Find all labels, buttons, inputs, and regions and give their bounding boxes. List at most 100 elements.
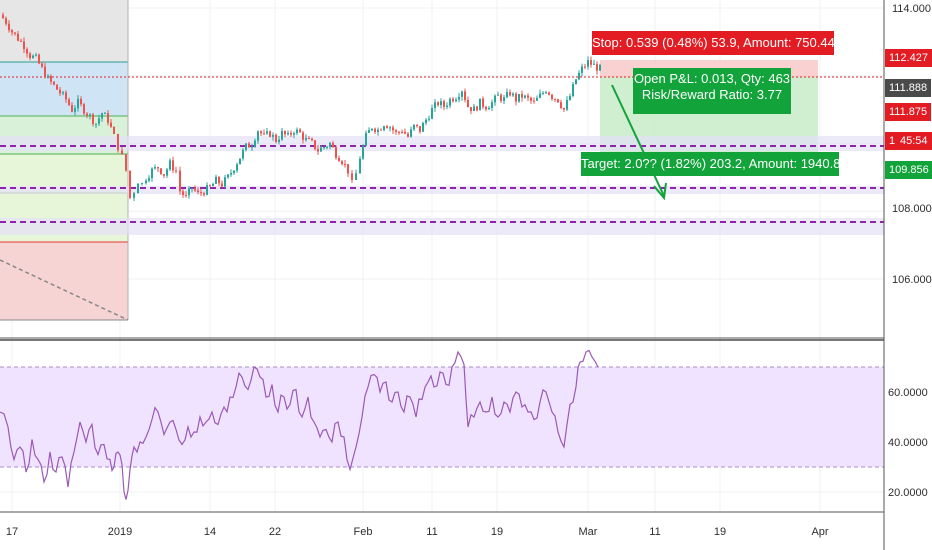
candle-body <box>163 174 165 176</box>
candle-body <box>413 124 415 130</box>
candle-body <box>110 122 112 127</box>
candle-body <box>188 188 190 196</box>
candle-body <box>320 147 322 152</box>
candle-body <box>380 129 382 131</box>
candle-body <box>359 158 361 174</box>
candle-body <box>377 129 379 133</box>
level-band <box>0 136 884 151</box>
time-tick-label: 2019 <box>108 526 132 538</box>
candle-body <box>278 139 280 143</box>
candle-body <box>175 170 177 172</box>
candle-body <box>107 113 109 123</box>
stop-box[interactable]: Stop: 0.539 (0.48%) 53.9, Amount: 750.44 <box>592 31 835 55</box>
candle-body <box>443 101 445 107</box>
candle-body <box>257 131 259 141</box>
candle-body <box>14 32 16 34</box>
candle-body <box>71 104 73 112</box>
candle-body <box>200 192 202 194</box>
time-tick-label: Apr <box>811 526 828 538</box>
trend-arrow[interactable] <box>611 84 667 201</box>
candle-body <box>172 160 174 171</box>
candle-body <box>536 97 538 101</box>
candle-body <box>95 123 97 125</box>
candle-body <box>344 163 346 165</box>
candle-body <box>434 102 436 108</box>
time-tick-label: 17 <box>6 526 18 538</box>
candle-body <box>218 176 220 184</box>
candle-body <box>104 113 106 115</box>
candle-body <box>401 131 403 133</box>
candle-body <box>419 126 421 132</box>
candle-body <box>263 133 265 135</box>
candle-body <box>431 107 433 119</box>
candle-body <box>38 54 40 64</box>
price-axis-tag: 112.427 <box>885 49 932 67</box>
candle-body <box>101 113 103 119</box>
candle-body <box>269 131 271 137</box>
fibonacci-drawing[interactable] <box>0 0 129 321</box>
candle-body <box>245 143 247 150</box>
candle-body <box>425 119 427 123</box>
candle-body <box>260 131 262 134</box>
candle-body <box>563 107 565 110</box>
candle-body <box>395 130 397 132</box>
candle-body <box>266 131 268 134</box>
candle-body <box>329 142 331 147</box>
level-band <box>0 218 884 235</box>
candle-body <box>8 23 10 31</box>
candle-body <box>365 132 367 146</box>
price-axis-tag: 111.875 <box>885 103 932 121</box>
candle-body <box>446 105 448 107</box>
candle-body <box>521 93 523 98</box>
candle-body <box>121 150 123 155</box>
candle-body <box>272 134 274 137</box>
time-tick-label: Mar <box>579 526 598 538</box>
candle-body <box>151 168 153 179</box>
candle-body <box>83 104 85 114</box>
candle-body <box>599 64 601 71</box>
pnl-box[interactable]: Open P&L: 0.013, Qty: 463 Risk/Reward Ra… <box>633 68 791 114</box>
arrow-shaft <box>611 84 665 197</box>
candle-body <box>41 63 43 67</box>
candle-body <box>275 134 277 143</box>
candle-body <box>32 55 34 59</box>
candle-body <box>389 127 391 129</box>
candle-body <box>338 157 340 162</box>
candle-body <box>533 100 535 102</box>
candle-body <box>20 40 22 42</box>
candle-body <box>351 173 353 180</box>
price-candles[interactable] <box>2 12 601 202</box>
candle-body <box>464 91 466 100</box>
candle-body <box>308 137 310 139</box>
candle-body <box>302 132 304 140</box>
time-tick-label: 19 <box>714 526 726 538</box>
candle-body <box>362 145 364 159</box>
candle-body <box>296 129 298 134</box>
candle-body <box>191 188 193 190</box>
candle-body <box>404 132 406 134</box>
candle-body <box>239 158 241 165</box>
candle-body <box>311 138 313 141</box>
candle-body <box>455 99 457 102</box>
rsi-pane[interactable] <box>0 339 884 500</box>
candle-body <box>428 118 430 120</box>
arrow-head <box>653 182 667 201</box>
candle-body <box>133 193 135 198</box>
candle-body <box>242 149 244 159</box>
candle-body <box>212 183 214 187</box>
candle-body <box>293 133 295 135</box>
price-axis-tag: 1 <box>885 132 900 150</box>
candle-body <box>491 102 493 108</box>
candle-body <box>317 149 319 152</box>
candle-body <box>548 92 550 95</box>
candle-body <box>500 94 502 101</box>
candle-body <box>374 128 376 133</box>
target-box[interactable]: Target: 2.0?? (1.82%) 203.2, Amount: 194… <box>581 152 848 176</box>
candle-body <box>557 99 559 103</box>
horizontal-levels[interactable] <box>0 76 884 235</box>
candle-body <box>593 63 595 65</box>
candle-body <box>422 122 424 132</box>
candle-body <box>145 180 147 184</box>
candle-body <box>89 114 91 116</box>
